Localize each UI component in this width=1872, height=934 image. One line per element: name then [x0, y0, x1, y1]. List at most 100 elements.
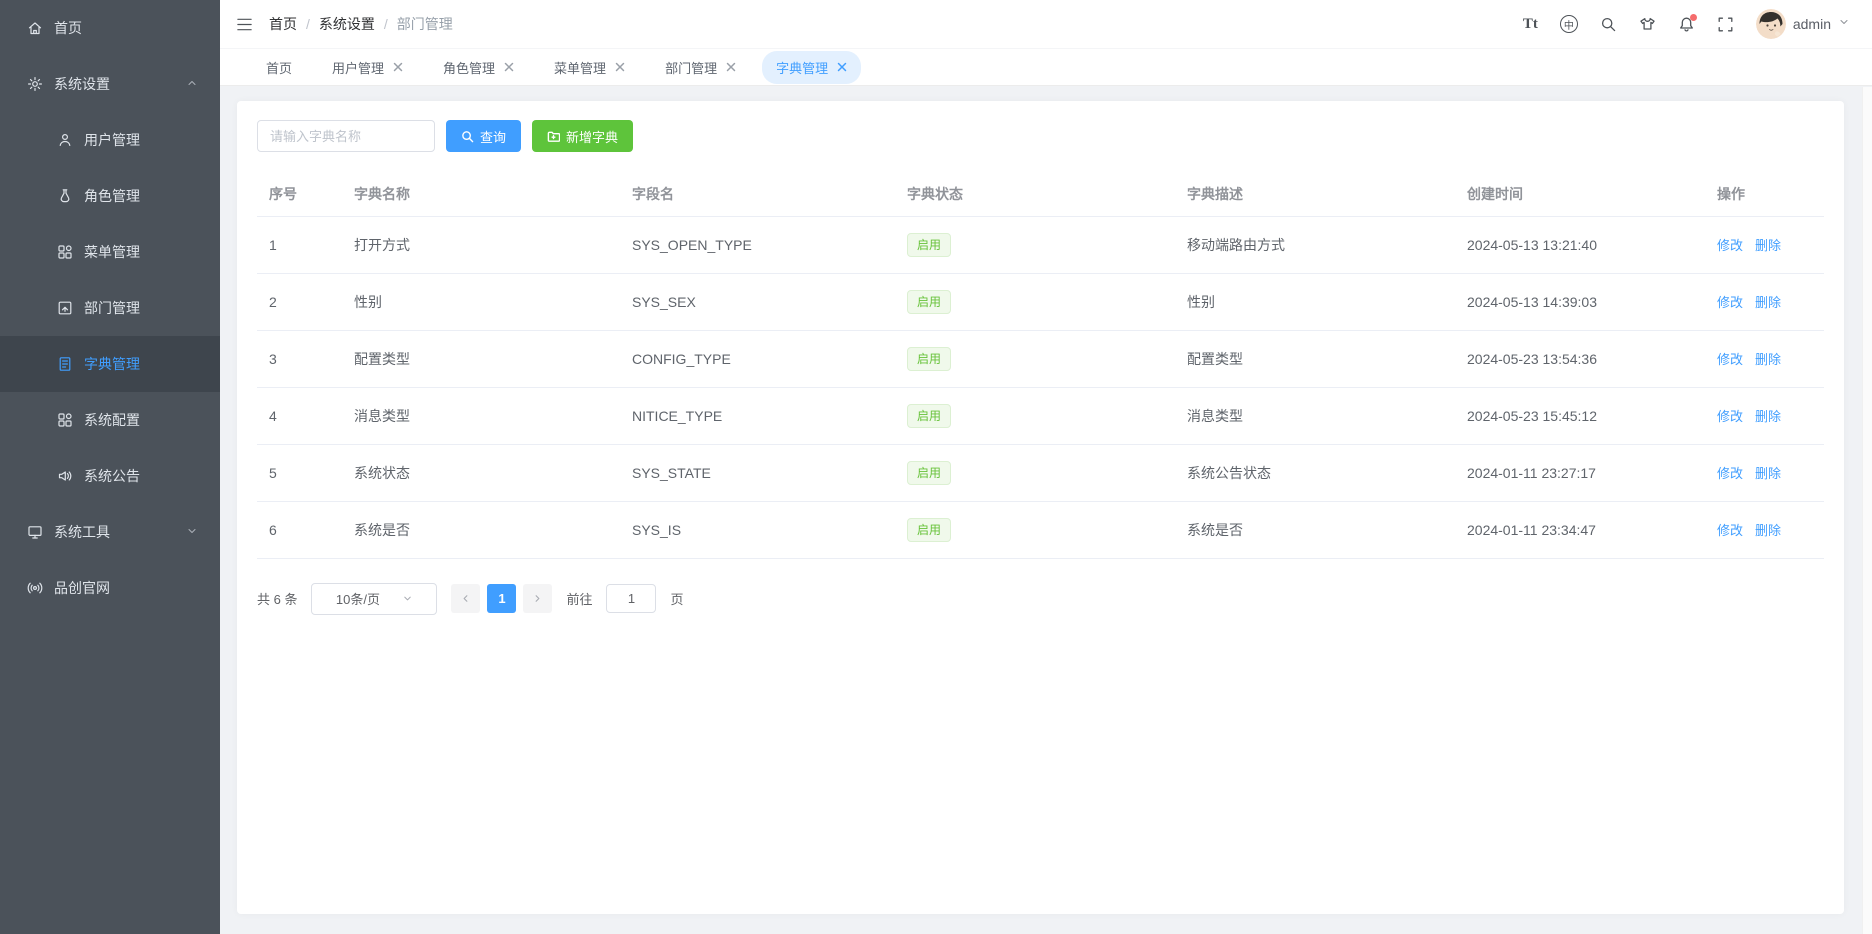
edit-link[interactable]: 修改 — [1717, 466, 1744, 481]
tab-dict-mgmt[interactable]: 字典管理 — [762, 50, 862, 84]
tab-role-mgmt[interactable]: 角色管理 — [429, 51, 528, 84]
breadcrumb-item[interactable]: 系统设置 — [318, 16, 375, 32]
avatar — [1755, 9, 1786, 39]
close-icon[interactable] — [726, 60, 736, 75]
bell-icon[interactable] — [1678, 13, 1697, 33]
fullscreen-icon[interactable] — [1717, 16, 1734, 33]
table-row: 1 打开方式 SYS_OPEN_TYPE 启用 移动端路由方式 2024-05-… — [257, 216, 1824, 274]
broadcast-icon — [26, 580, 43, 597]
edit-link[interactable]: 修改 — [1717, 409, 1744, 424]
status-badge: 启用 — [907, 232, 952, 257]
sidebar-item-system-settings[interactable]: 系统设置 — [0, 56, 220, 112]
sidebar-item-label: 系统工具 — [54, 524, 110, 540]
query-button[interactable]: 查询 — [446, 120, 522, 152]
main-area: 首页 / 系统设置 / 部门管理 Tt 中 — [220, 0, 1872, 934]
col-index: 序号 — [257, 172, 342, 217]
table-row: 6 系统是否 SYS_IS 启用 系统是否 2024-01-11 23:34:4… — [257, 501, 1824, 559]
tabs-bar: 首页 用户管理 角色管理 菜单管理 部门管理 字典管理 — [220, 48, 1872, 86]
page-unit-label: 页 — [670, 592, 684, 607]
search-icon[interactable] — [1600, 16, 1617, 33]
chevron-down-icon — [1838, 15, 1850, 33]
user-menu[interactable]: admin — [1755, 9, 1850, 39]
sidebar-item-menu-mgmt[interactable]: 菜单管理 — [0, 224, 220, 280]
collapse-sidebar-icon[interactable] — [236, 16, 253, 33]
close-icon[interactable] — [393, 60, 403, 75]
delete-link[interactable]: 删除 — [1755, 409, 1782, 424]
close-icon[interactable] — [615, 60, 625, 75]
sidebar-item-user-mgmt[interactable]: 用户管理 — [0, 112, 220, 168]
language-icon[interactable]: 中 — [1559, 15, 1578, 33]
sidebar-item-system-tools[interactable]: 系统工具 — [0, 504, 220, 560]
user-name: admin — [1792, 16, 1831, 32]
font-size-icon[interactable]: Tt — [1522, 15, 1538, 32]
toolbar: 查询 新增字典 — [257, 120, 1824, 152]
sidebar-item-label: 菜单管理 — [84, 244, 140, 260]
monitor-icon — [26, 524, 43, 541]
col-desc: 字典描述 — [1175, 172, 1455, 217]
tab-user-mgmt[interactable]: 用户管理 — [318, 51, 417, 84]
breadcrumb: 首页 / 系统设置 / 部门管理 — [269, 14, 453, 34]
col-field: 字段名 — [620, 172, 895, 217]
tab-dept-mgmt[interactable]: 部门管理 — [651, 51, 750, 84]
add-dict-button[interactable]: 新增字典 — [532, 120, 634, 152]
dict-table: 序号 字典名称 字段名 字典状态 字典描述 创建时间 操作 1 打开方式 — [257, 172, 1824, 559]
tab-label: 部门管理 — [665, 60, 718, 76]
sidebar-item-official-site[interactable]: 品创官网 — [0, 560, 220, 616]
notification-badge — [1689, 13, 1697, 21]
sidebar-item-system-config[interactable]: 系统配置 — [0, 392, 220, 448]
sidebar-item-home[interactable]: 首页 — [0, 0, 220, 56]
sidebar: 首页 系统设置 用户管理 角色管理 — [0, 0, 220, 934]
delete-link[interactable]: 删除 — [1755, 466, 1782, 481]
chevron-left-icon — [464, 595, 468, 602]
col-name: 字典名称 — [342, 172, 620, 217]
sidebar-item-system-notice[interactable]: 系统公告 — [0, 448, 220, 504]
delete-link[interactable]: 删除 — [1755, 523, 1782, 538]
sidebar-item-dict-mgmt[interactable]: 字典管理 — [0, 336, 220, 392]
sidebar-item-dept-mgmt[interactable]: 部门管理 — [0, 280, 220, 336]
page-size-select[interactable]: 10条/页 — [311, 582, 438, 615]
sidebar-item-label: 首页 — [54, 20, 82, 36]
delete-link[interactable]: 删除 — [1755, 238, 1782, 253]
close-icon[interactable] — [504, 60, 514, 75]
status-badge: 启用 — [907, 460, 952, 485]
close-icon[interactable] — [837, 60, 847, 75]
search-input[interactable] — [257, 120, 435, 152]
edit-link[interactable]: 修改 — [1717, 295, 1744, 310]
document-icon — [56, 356, 73, 373]
col-ops: 操作 — [1705, 172, 1824, 217]
page-number-button[interactable]: 1 — [487, 584, 517, 613]
breadcrumb-item[interactable]: 首页 — [269, 16, 297, 32]
tab-label: 菜单管理 — [554, 60, 607, 76]
sidebar-item-label: 系统设置 — [54, 76, 110, 92]
theme-shirt-icon[interactable] — [1639, 16, 1656, 33]
col-created: 创建时间 — [1455, 172, 1705, 217]
delete-link[interactable]: 删除 — [1755, 352, 1782, 367]
tab-home[interactable]: 首页 — [252, 51, 306, 84]
chevron-down-icon — [404, 596, 411, 601]
tab-menu-mgmt[interactable]: 菜单管理 — [540, 51, 639, 84]
tab-label: 用户管理 — [332, 60, 385, 76]
delete-link[interactable]: 删除 — [1755, 295, 1782, 310]
flask-icon — [56, 188, 73, 205]
status-badge: 启用 — [907, 289, 952, 314]
next-page-button[interactable] — [523, 584, 553, 613]
sidebar-item-role-mgmt[interactable]: 角色管理 — [0, 168, 220, 224]
status-badge: 启用 — [907, 403, 952, 428]
edit-link[interactable]: 修改 — [1717, 352, 1744, 367]
goto-page-input[interactable] — [606, 584, 657, 613]
dict-card: 查询 新增字典 序号 字典名称 字段名 — [237, 101, 1844, 914]
grid-icon — [56, 412, 73, 429]
user-icon — [56, 132, 73, 149]
scrollbar[interactable] — [1862, 87, 1872, 934]
prev-page-button[interactable] — [451, 584, 481, 613]
speaker-icon — [56, 468, 73, 485]
chevron-up-icon — [186, 76, 198, 92]
table-row: 4 消息类型 NITICE_TYPE 启用 消息类型 2024-05-23 15… — [257, 387, 1824, 445]
status-badge: 启用 — [907, 346, 952, 371]
edit-link[interactable]: 修改 — [1717, 238, 1744, 253]
table-row: 3 配置类型 CONFIG_TYPE 启用 配置类型 2024-05-23 13… — [257, 330, 1824, 388]
edit-link[interactable]: 修改 — [1717, 523, 1744, 538]
col-status: 字典状态 — [895, 172, 1175, 217]
sidebar-item-label: 字典管理 — [84, 356, 140, 372]
